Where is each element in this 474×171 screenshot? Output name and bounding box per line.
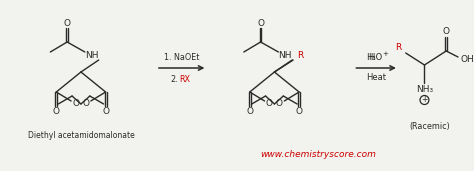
Text: O: O: [276, 100, 283, 109]
Text: H₃O: H₃O: [366, 52, 382, 62]
Text: +: +: [382, 51, 388, 57]
Text: R: R: [297, 51, 303, 61]
Text: O: O: [257, 18, 264, 28]
Text: H: H: [368, 52, 374, 62]
Text: 2.: 2.: [170, 75, 178, 83]
Text: NH: NH: [279, 50, 292, 60]
Text: RX: RX: [180, 75, 191, 83]
Text: Heat: Heat: [366, 74, 386, 82]
Text: O: O: [73, 100, 80, 109]
Text: (Racemic): (Racemic): [409, 122, 450, 130]
Text: O: O: [102, 107, 109, 115]
Text: R: R: [395, 43, 401, 52]
Text: O: O: [443, 28, 450, 36]
Text: NH₃: NH₃: [416, 86, 433, 95]
Text: O: O: [246, 107, 253, 115]
Text: O: O: [82, 100, 90, 109]
Text: O: O: [296, 107, 302, 115]
Text: NH: NH: [85, 50, 99, 60]
Text: Diethyl acetamidomalonate: Diethyl acetamidomalonate: [27, 130, 134, 140]
Text: +: +: [421, 95, 428, 104]
Text: 1. NaOEt: 1. NaOEt: [164, 54, 200, 62]
Text: O: O: [64, 18, 71, 28]
Text: OH: OH: [460, 55, 474, 63]
Text: O: O: [266, 100, 273, 109]
Text: O: O: [53, 107, 60, 115]
Text: www.chemistryscore.com: www.chemistryscore.com: [260, 150, 376, 159]
